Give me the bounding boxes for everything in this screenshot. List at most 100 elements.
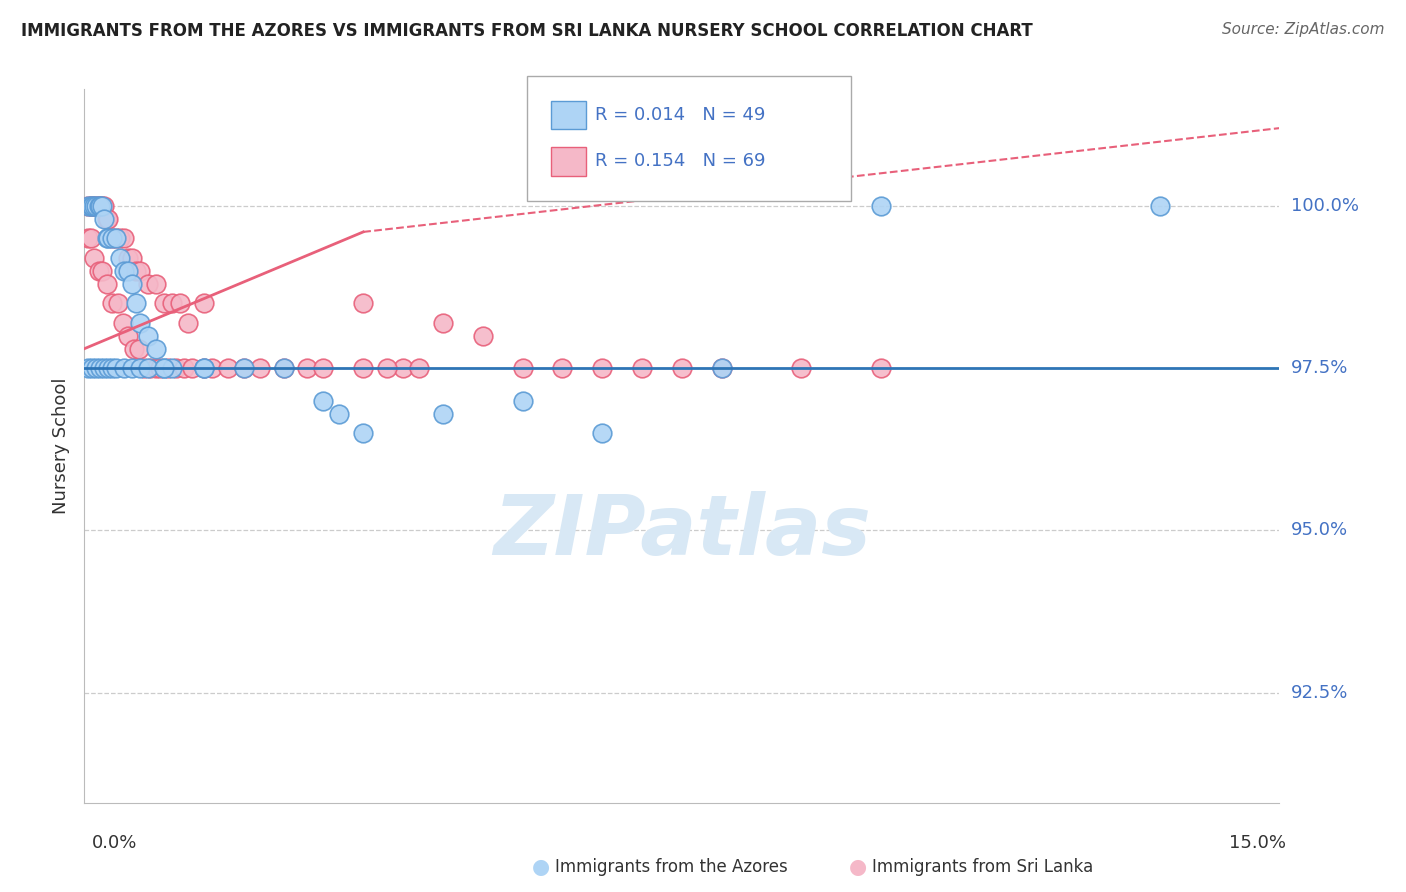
Point [392, 361, 415, 376]
Point [110, 251, 132, 265]
Point [125, 296, 148, 310]
Text: IMMIGRANTS FROM THE AZORES VS IMMIGRANTS FROM SRI LANKA NURSERY SCHOOL CORRELATI: IMMIGRANTS FROM THE AZORES VS IMMIGRANTS… [21, 22, 1033, 40]
Point [107, 296, 129, 310]
Text: Immigrants from the Azores: Immigrants from the Azores [555, 858, 789, 876]
Point [297, 361, 319, 376]
Point [273, 361, 295, 376]
Point [121, 251, 143, 265]
Point [80, 231, 103, 245]
Text: Immigrants from Sri Lanka: Immigrants from Sri Lanka [872, 858, 1092, 876]
Point [157, 361, 180, 376]
Point [149, 361, 172, 376]
Point [129, 264, 152, 278]
Point [870, 199, 893, 213]
Point [87, 199, 110, 213]
Point [180, 361, 204, 376]
Point [90, 199, 112, 213]
Point [129, 316, 152, 330]
Point [193, 361, 215, 376]
Point [93, 199, 115, 213]
Point [112, 231, 135, 245]
Point [121, 277, 143, 291]
Point [273, 361, 295, 376]
Point [84, 361, 107, 376]
Text: 15.0%: 15.0% [1229, 834, 1286, 852]
Text: 97.5%: 97.5% [1291, 359, 1348, 377]
Point [89, 199, 111, 213]
Point [129, 361, 152, 376]
Point [145, 361, 167, 376]
Point [97, 231, 120, 245]
Point [97, 361, 120, 376]
Point [352, 361, 374, 376]
Point [84, 199, 107, 213]
Text: 95.0%: 95.0% [1291, 521, 1348, 540]
Point [105, 231, 128, 245]
Point [89, 199, 111, 213]
Point [80, 199, 103, 213]
Point [193, 361, 215, 376]
Point [105, 231, 128, 245]
Point [97, 211, 120, 226]
Text: ●: ● [849, 857, 866, 877]
Point [87, 264, 110, 278]
Point [1149, 199, 1171, 213]
Point [471, 328, 494, 343]
Text: ●: ● [533, 857, 550, 877]
Point [101, 361, 124, 376]
Point [169, 296, 191, 310]
Point [83, 199, 105, 213]
Point [90, 199, 112, 213]
Point [193, 296, 215, 310]
Point [83, 199, 105, 213]
Point [128, 342, 150, 356]
Point [312, 361, 335, 376]
Point [153, 296, 176, 310]
Text: R = 0.154   N = 69: R = 0.154 N = 69 [595, 153, 765, 170]
Point [671, 361, 693, 376]
Text: 0.0%: 0.0% [91, 834, 136, 852]
Text: ZIPatlas: ZIPatlas [494, 491, 870, 572]
Point [375, 361, 398, 376]
Point [160, 361, 183, 376]
Point [232, 361, 254, 376]
Point [710, 361, 733, 376]
Point [101, 231, 124, 245]
Point [145, 277, 167, 291]
Point [173, 361, 195, 376]
Text: 92.5%: 92.5% [1291, 683, 1348, 701]
Point [112, 361, 135, 376]
Point [136, 361, 159, 376]
Point [110, 231, 132, 245]
Point [82, 199, 104, 213]
Point [101, 296, 124, 310]
Point [432, 407, 454, 421]
Point [232, 361, 254, 376]
Point [165, 361, 187, 376]
Point [138, 361, 160, 376]
Point [312, 393, 335, 408]
Point [93, 361, 115, 376]
Point [122, 342, 145, 356]
Point [90, 264, 112, 278]
Point [117, 264, 139, 278]
Point [136, 277, 159, 291]
Point [153, 361, 176, 376]
Point [591, 425, 613, 440]
Point [145, 342, 167, 356]
Point [132, 361, 156, 376]
Point [84, 199, 107, 213]
Point [93, 211, 115, 226]
Point [125, 264, 148, 278]
Point [328, 407, 350, 421]
Point [101, 231, 124, 245]
Y-axis label: Nursery School: Nursery School [52, 377, 70, 515]
Point [89, 361, 111, 376]
Point [870, 361, 893, 376]
Point [87, 199, 110, 213]
Point [77, 231, 100, 245]
Point [352, 296, 374, 310]
Point [201, 361, 224, 376]
Point [112, 264, 135, 278]
Point [82, 361, 104, 376]
